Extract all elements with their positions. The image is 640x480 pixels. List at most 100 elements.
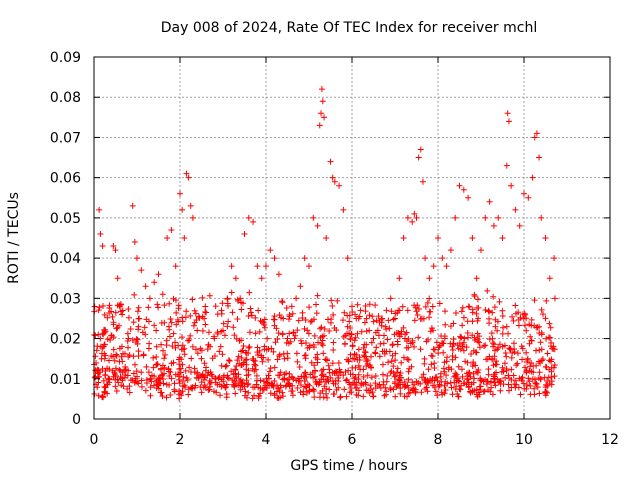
data-point (106, 304, 113, 311)
data-point (403, 344, 410, 351)
data-point (112, 247, 119, 254)
data-point (94, 384, 101, 391)
data-point (360, 381, 367, 388)
data-point (187, 312, 194, 319)
data-point (318, 86, 325, 93)
data-point (256, 347, 263, 354)
data-point (265, 372, 272, 379)
data-point (531, 297, 538, 304)
data-point (300, 373, 307, 380)
data-point (380, 378, 387, 385)
data-point (165, 323, 172, 330)
data-point (501, 360, 508, 367)
data-point (276, 353, 283, 360)
data-point (260, 354, 267, 361)
data-point (218, 307, 225, 314)
data-point (254, 344, 261, 351)
data-point (475, 315, 482, 322)
data-point (532, 347, 539, 354)
data-point (401, 378, 408, 385)
data-point (94, 343, 101, 350)
data-point (288, 303, 295, 310)
data-point (271, 378, 278, 385)
data-point (405, 336, 412, 343)
data-point (457, 333, 464, 340)
data-point (502, 350, 509, 357)
data-point (484, 378, 491, 385)
data-point (505, 387, 512, 394)
data-point (383, 388, 390, 395)
data-point (542, 235, 549, 241)
data-point (507, 345, 514, 352)
data-point (373, 344, 380, 351)
data-point (153, 361, 160, 368)
data-point (531, 376, 538, 383)
data-point (303, 384, 310, 391)
data-point (292, 332, 299, 339)
data-point (335, 378, 342, 385)
data-point (473, 310, 480, 317)
data-point (102, 384, 109, 391)
data-point (498, 368, 505, 375)
data-point (469, 309, 476, 316)
data-point (163, 337, 170, 344)
data-point (125, 335, 132, 342)
data-point (361, 319, 368, 326)
data-point (236, 378, 243, 385)
data-point (418, 389, 425, 396)
data-point (492, 323, 499, 330)
data-point (547, 324, 554, 331)
data-point (538, 346, 545, 353)
data-point (231, 332, 238, 339)
data-point (522, 322, 529, 329)
data-point (293, 295, 300, 302)
data-point (183, 170, 190, 177)
data-point (142, 387, 149, 394)
data-point (112, 372, 119, 379)
data-point (252, 330, 259, 337)
data-point (307, 318, 314, 325)
data-point (401, 384, 408, 391)
data-point (217, 392, 224, 399)
data-point (261, 316, 268, 323)
data-point (477, 377, 484, 384)
data-point (306, 263, 312, 270)
data-point (330, 347, 337, 354)
data-point (166, 368, 173, 375)
data-point (110, 346, 117, 353)
data-point (167, 391, 174, 398)
data-point (543, 335, 550, 342)
data-point (431, 384, 438, 391)
data-point (388, 308, 395, 315)
data-point (320, 394, 327, 401)
data-point (337, 369, 344, 376)
data-point (139, 329, 146, 336)
data-point (289, 310, 296, 317)
data-point (92, 353, 99, 360)
data-point (397, 390, 404, 397)
data-point (366, 312, 373, 319)
data-point (357, 307, 364, 314)
data-point (319, 371, 326, 378)
data-point (280, 315, 287, 322)
data-point (392, 315, 398, 322)
data-point (116, 303, 123, 310)
data-point (522, 364, 529, 371)
data-point (225, 357, 232, 364)
data-point (160, 347, 167, 354)
data-point (225, 318, 232, 325)
data-point (350, 380, 357, 387)
data-point (134, 308, 141, 315)
data-point (161, 355, 168, 362)
data-point (191, 319, 198, 326)
data-point (122, 363, 129, 370)
data-point (233, 375, 240, 382)
data-point (243, 349, 250, 356)
data-point (310, 341, 317, 348)
data-point (283, 305, 290, 312)
data-point (415, 154, 422, 161)
data-point (405, 368, 412, 375)
data-point (297, 337, 304, 344)
data-point (313, 310, 320, 317)
data-point (398, 359, 405, 366)
